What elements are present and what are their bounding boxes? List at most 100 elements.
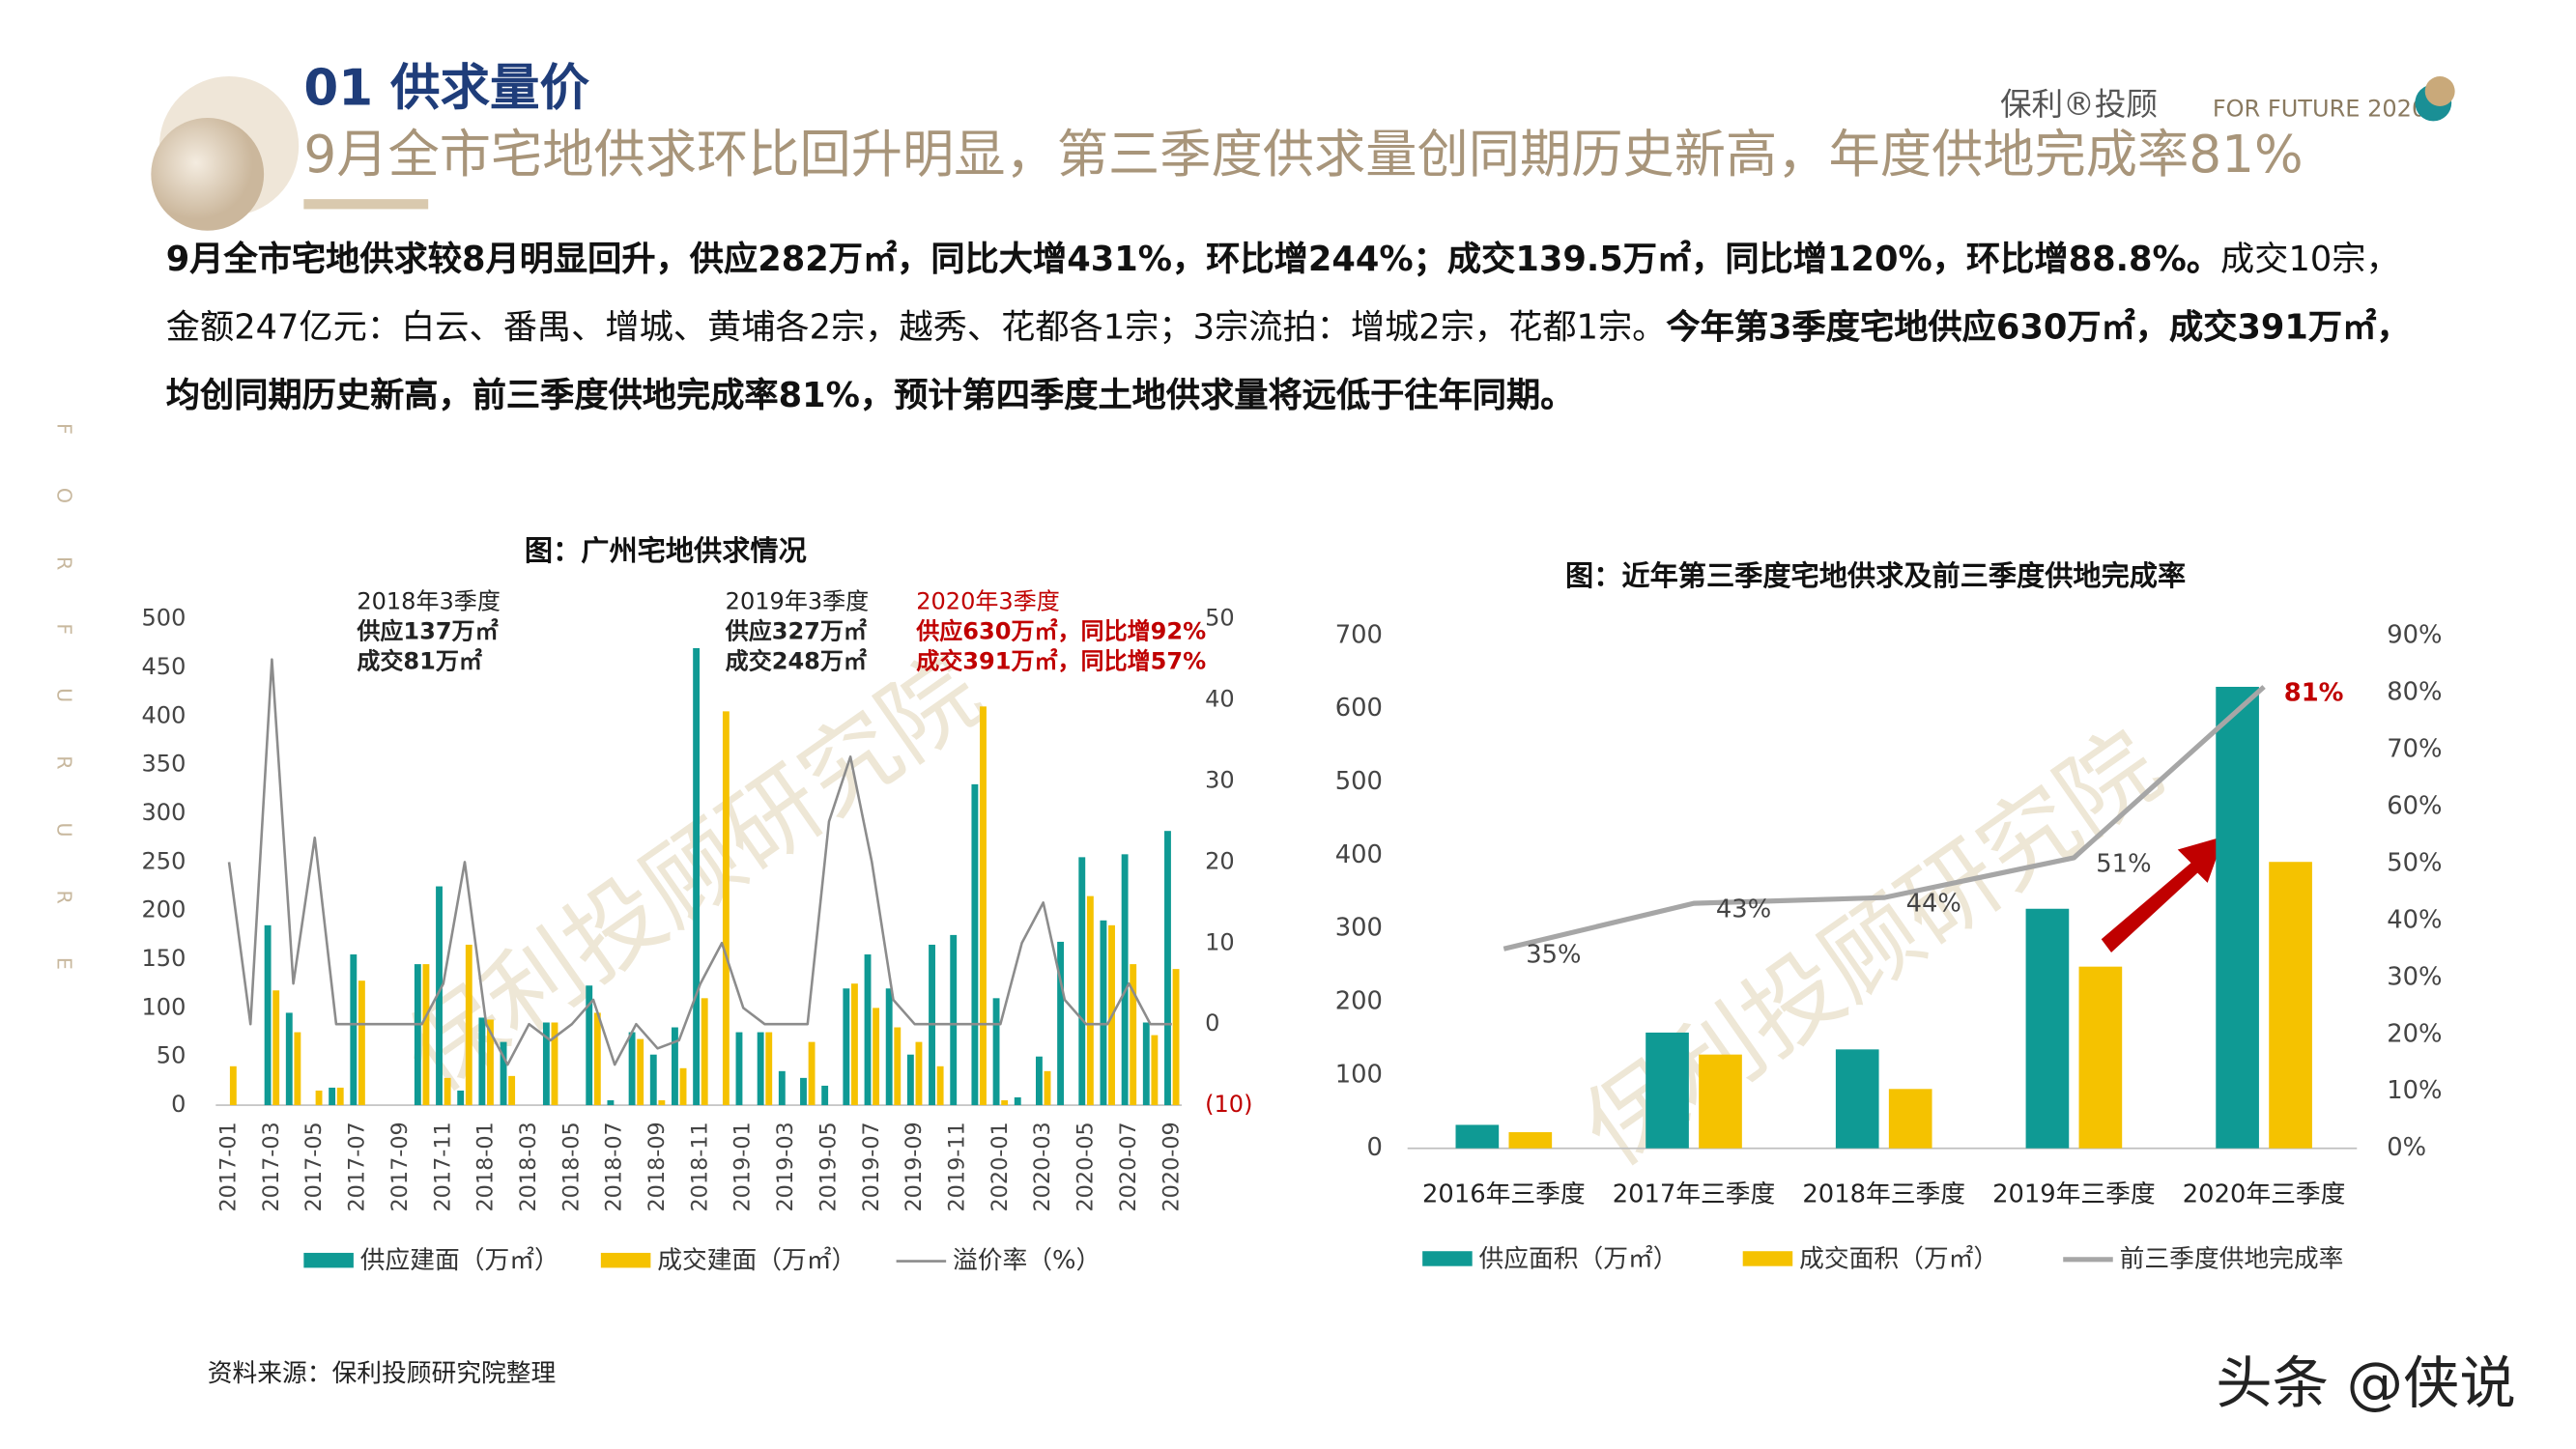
bar: [422, 964, 430, 1106]
bar: [800, 1077, 807, 1106]
x-tick-label: 2020-03: [1030, 1122, 1055, 1211]
y-tick-label: 100: [142, 993, 186, 1020]
data-label: 43%: [1716, 895, 1771, 923]
y-tick-label: 500: [142, 605, 186, 632]
y2-tick-label: 60%: [2387, 791, 2442, 820]
bar: [915, 1041, 923, 1106]
bar: [637, 1038, 644, 1106]
legend-label: 成交建面（万㎡）: [657, 1246, 856, 1275]
x-tick-label: 2020年三季度: [2183, 1179, 2346, 1208]
logo-dot: [2424, 76, 2455, 106]
y-tick-label: 0: [1367, 1133, 1383, 1162]
bar: [1078, 857, 1086, 1106]
bar: [285, 1012, 293, 1106]
bar: [542, 1022, 550, 1106]
annotation: 供应630万㎡，同比增92%: [915, 617, 1206, 644]
x-tick-label: 2018-03: [516, 1122, 541, 1211]
source-note: 资料来源：保利投顾研究院整理: [208, 1359, 557, 1388]
line: [1503, 685, 2266, 952]
y2-tick-label: 10%: [2387, 1076, 2442, 1105]
bar: [894, 1027, 902, 1106]
y2-tick-label: 40%: [2387, 905, 2442, 934]
annotation: 2020年3季度: [916, 588, 1060, 615]
bar: [478, 1017, 486, 1106]
bar: [1172, 969, 1180, 1106]
x-tick-label: 2018年三季度: [1802, 1179, 1965, 1208]
y2-tick-label: 40: [1205, 686, 1235, 713]
bar: [885, 988, 893, 1106]
paragraph-segment: 成交10宗，金额247亿元：白云、番禺、增城、黄埔各2宗，越秀、花都各1宗；3宗…: [165, 239, 2400, 348]
bar: [1142, 1022, 1150, 1106]
y2-tick-label: 50%: [2387, 848, 2442, 877]
y-tick-label: 600: [1335, 694, 1383, 723]
bar: [508, 1075, 516, 1106]
bar: [679, 1067, 687, 1106]
bar: [264, 924, 272, 1106]
bar: [722, 711, 730, 1106]
side-text: FORFURURE: [52, 423, 75, 1023]
x-tick-label: 2018-01: [473, 1122, 499, 1211]
y2-tick-label: 90%: [2387, 620, 2442, 649]
bar: [1086, 895, 1094, 1106]
x-tick-label: 2017-05: [301, 1122, 327, 1211]
y-tick-label: 400: [1335, 840, 1383, 869]
y2-tick-label: 20%: [2387, 1019, 2442, 1048]
bar: [551, 1022, 558, 1106]
annotation: 2019年3季度: [726, 588, 870, 615]
y2-tick-label: 0%: [2387, 1133, 2426, 1162]
bar: [1835, 1049, 1879, 1149]
x-tick-label: 2016年三季度: [1422, 1179, 1586, 1208]
annotation: 成交248万㎡: [726, 647, 867, 674]
y-tick-label: 200: [1335, 987, 1383, 1016]
deco-circle: [151, 117, 265, 231]
bar: [1646, 1032, 1689, 1149]
legend-swatch: [1742, 1251, 1793, 1266]
x-tick-label: 2018-09: [644, 1122, 670, 1211]
bar: [607, 1100, 615, 1106]
y-tick-label: 700: [1335, 620, 1383, 649]
bar: [864, 954, 872, 1106]
data-label: 81%: [2284, 678, 2344, 707]
bar: [272, 990, 280, 1106]
bar: [1508, 1132, 1553, 1149]
bar: [701, 998, 708, 1106]
legend-swatch: [303, 1252, 354, 1268]
x-tick-label: 2017-03: [259, 1122, 284, 1211]
bar: [757, 1032, 764, 1106]
x-tick-label: 2018-05: [558, 1122, 584, 1211]
bar: [808, 1041, 816, 1106]
y-tick-label: 250: [142, 847, 186, 874]
annotation: 2018年3季度: [357, 588, 501, 615]
bar: [2269, 862, 2312, 1149]
x-tick-label: 2019-01: [730, 1122, 756, 1211]
footer-watermark: 头条 @侠说: [2216, 1350, 2516, 1416]
line: [227, 658, 1172, 1066]
bar: [350, 954, 358, 1106]
x-tick-label: 2020-05: [1073, 1122, 1099, 1211]
slide-title: 9月全市宅地供求环比回升明显，第三季度供求量创同期历史新高，年度供地完成率81%: [303, 125, 2303, 185]
bar: [457, 1090, 465, 1106]
data-label: 51%: [2096, 849, 2151, 878]
y2-tick-label: 30: [1205, 767, 1235, 794]
summary-paragraph: 9月全市宅地供求较8月明显回升，供应282万㎡，同比大增431%，环比增244%…: [166, 226, 2432, 430]
y2-tick-label: 30%: [2387, 962, 2442, 991]
bar: [465, 944, 472, 1106]
bar: [2216, 686, 2259, 1149]
bar: [950, 934, 958, 1106]
y-tick-label: 50: [157, 1042, 186, 1069]
bar: [821, 1085, 829, 1106]
y-tick-label: 0: [171, 1091, 186, 1118]
bar: [765, 1032, 773, 1106]
y-tick-label: 300: [1335, 914, 1383, 943]
bar: [843, 988, 850, 1106]
bar: [414, 964, 421, 1106]
bar: [336, 1087, 344, 1106]
bar: [444, 1077, 451, 1106]
bar: [980, 706, 987, 1106]
bar: [873, 1008, 880, 1106]
bar: [1130, 964, 1137, 1106]
bar: [1035, 1056, 1043, 1106]
y2-tick-label: (10): [1205, 1091, 1252, 1118]
